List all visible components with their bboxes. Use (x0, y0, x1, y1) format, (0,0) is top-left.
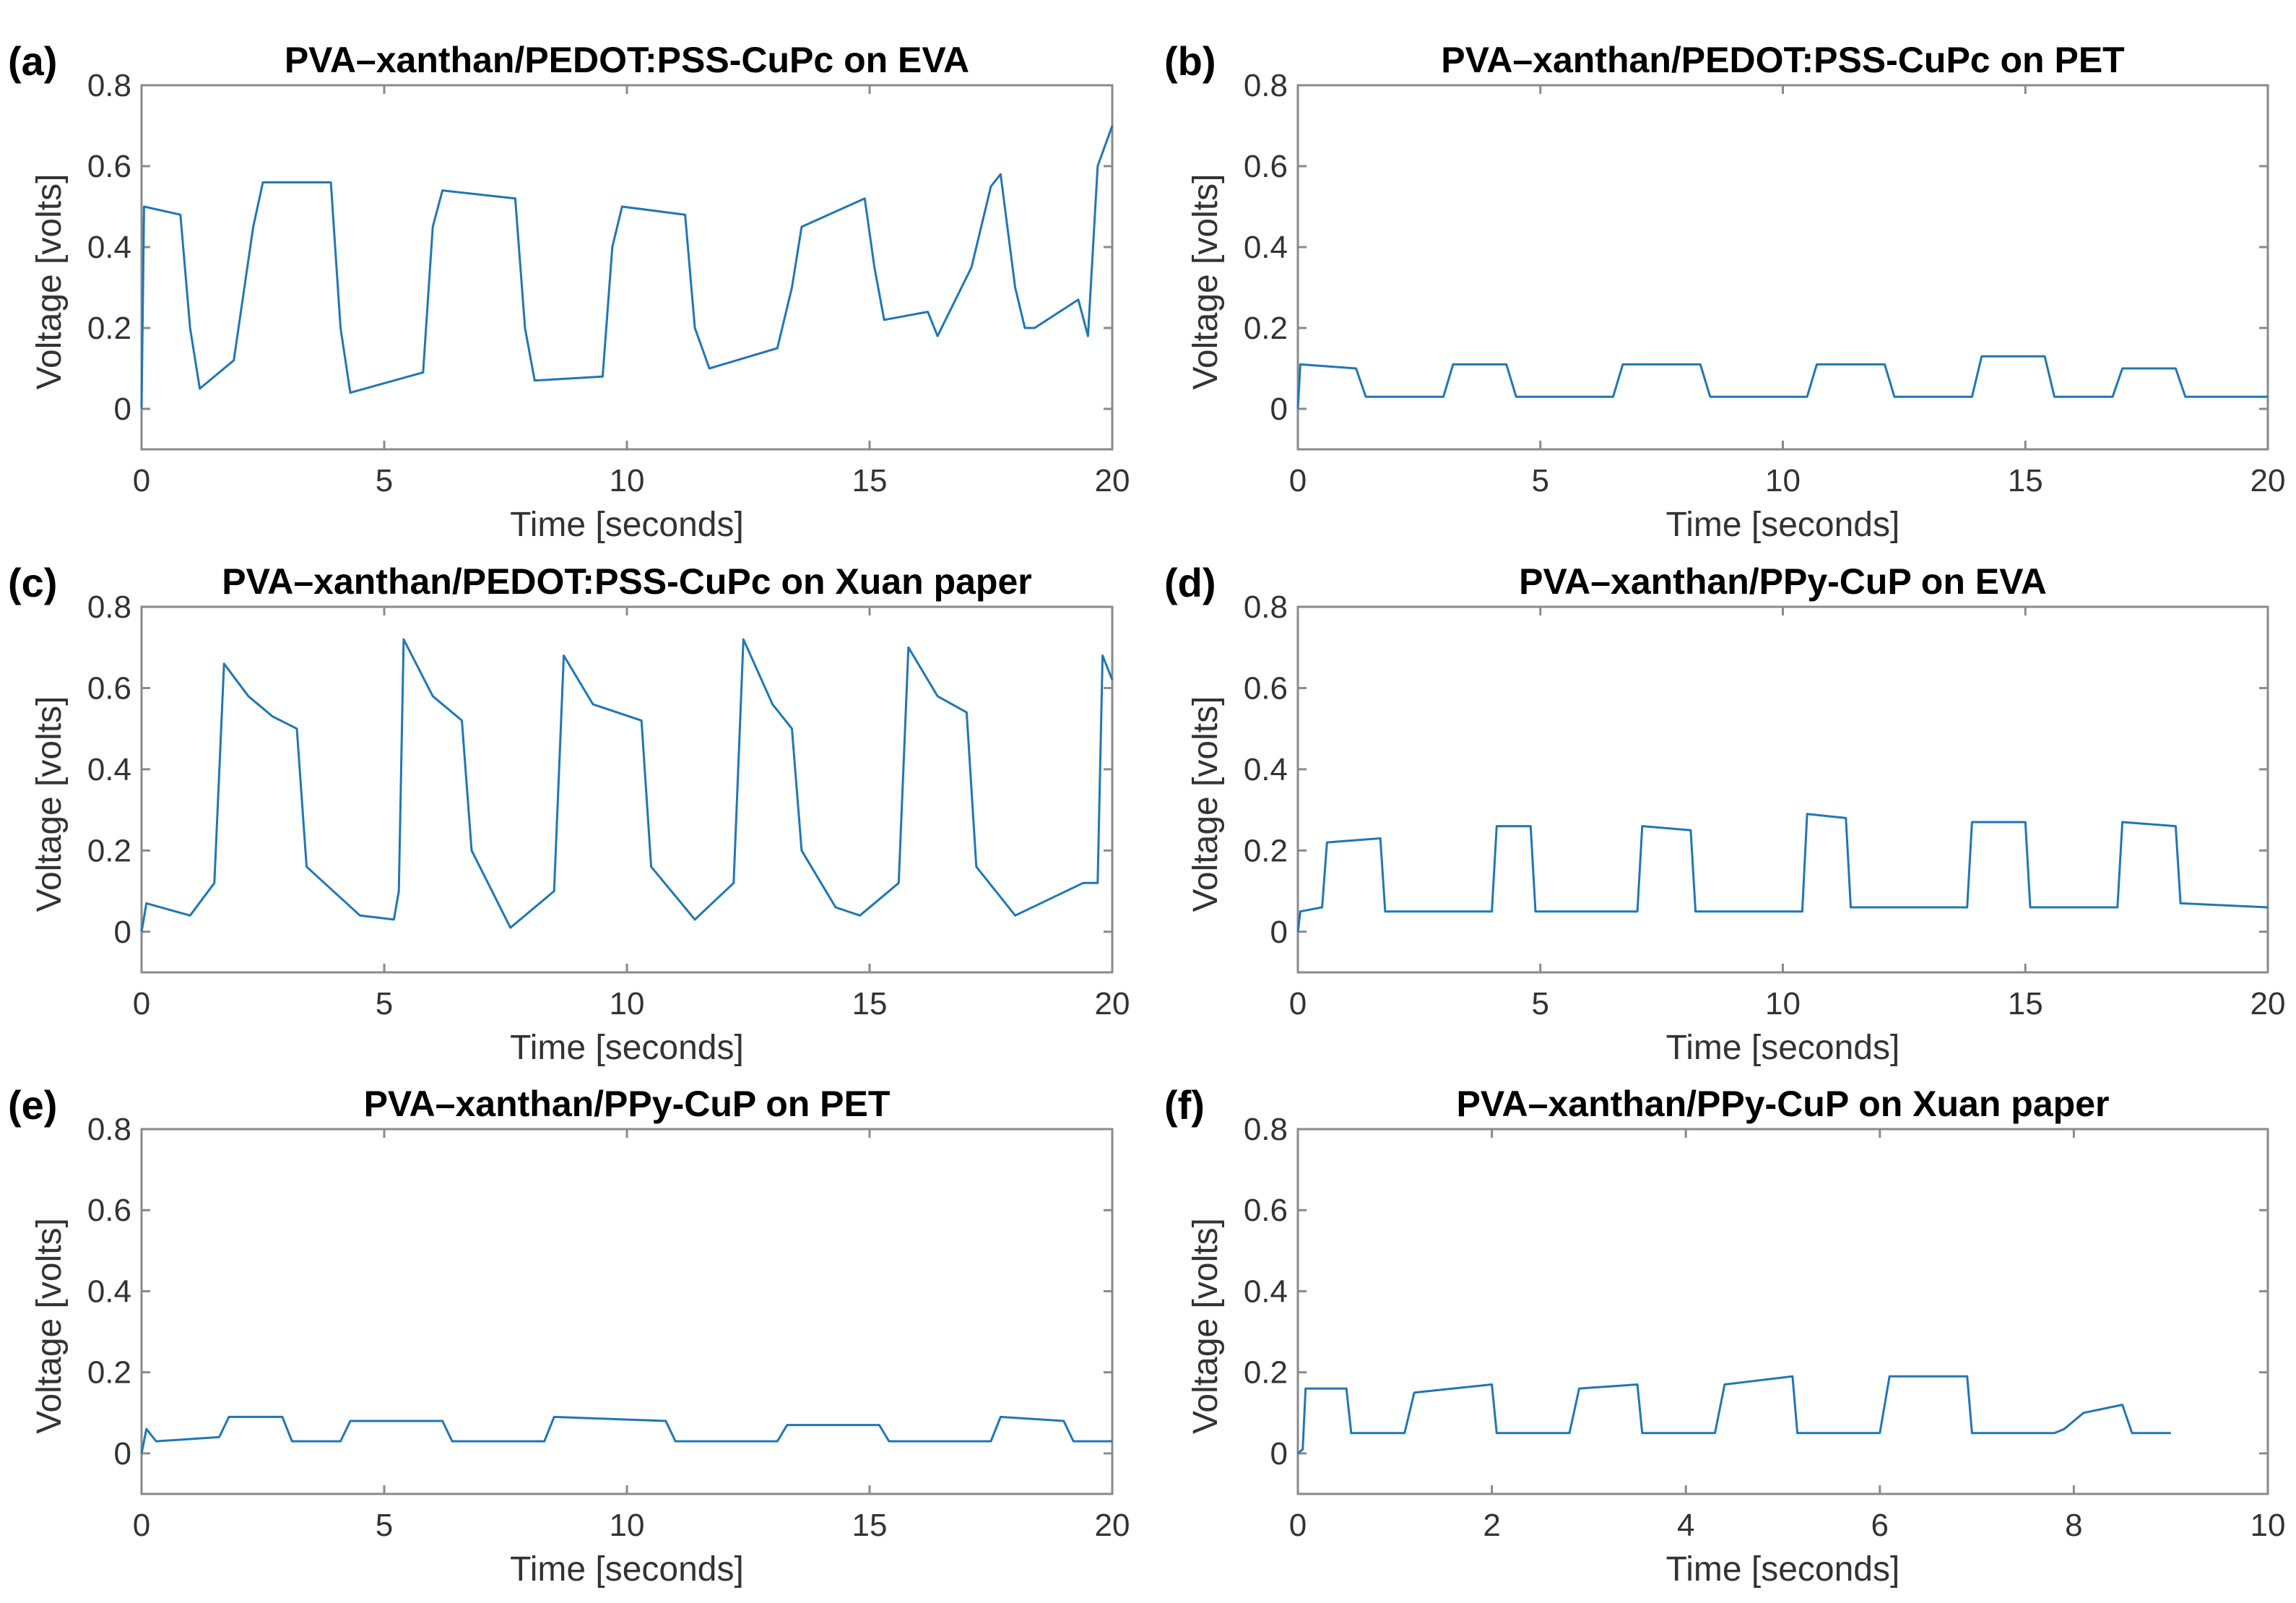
panel-d-ytick-label: 0.6 (1244, 670, 1288, 706)
panel-f-ytick-label: 0 (1270, 1436, 1288, 1472)
panel-b-xtick-label: 10 (1765, 463, 1801, 498)
panel-f-xtick-label: 10 (2250, 1508, 2286, 1543)
panel-f-ytick-label: 0.4 (1244, 1274, 1288, 1309)
panel-f-ylabel: Voltage [volts] (1187, 1218, 1225, 1434)
panel-a-series-voltage (140, 125, 1114, 410)
panel-c-axes-box (140, 605, 1114, 974)
panel-e-ylabel: Voltage [volts] (30, 1218, 69, 1434)
panel-a-ytick-label: 0.8 (87, 68, 131, 103)
panel-e-title: PVA–xanthan/PPy-CuP on PET (364, 1084, 891, 1124)
panel-a-ylabel: Voltage [volts] (30, 174, 69, 390)
panel-a-ytick-label: 0.6 (87, 149, 131, 184)
panel-b-xtick-label: 15 (2008, 463, 2043, 498)
panel-a-axes-box (140, 84, 1114, 451)
panel-a-xtick-label: 20 (1095, 463, 1130, 498)
panel-c-xtick-label: 0 (133, 986, 150, 1021)
panel-e-ytick-label: 0.2 (87, 1355, 131, 1391)
panel-b-ytick-label: 0.2 (1244, 311, 1288, 346)
panel-a-ytick-label: 0 (114, 392, 131, 427)
panel-e-panel-label: (e) (8, 1082, 57, 1128)
panel-f-xtick-label: 6 (1871, 1508, 1889, 1543)
panel-a-title: PVA–xanthan/PEDOT:PSS-CuPc on EVA (285, 40, 969, 80)
panel-f-series-voltage (1297, 1375, 2171, 1455)
panel-a-panel-label: (a) (8, 38, 57, 84)
panel-f-ytick-label: 0.8 (1244, 1112, 1288, 1147)
panel-f-xlabel: Time [seconds] (1666, 1550, 1900, 1589)
panel-c-ytick-label: 0.8 (87, 589, 131, 625)
panel-e-xtick-label: 10 (610, 1508, 645, 1543)
panel-d-panel-label: (d) (1164, 560, 1216, 605)
panel-c-ytick-label: 0 (114, 915, 131, 950)
panel-b-panel-label: (b) (1164, 38, 1216, 84)
panel-b-ytick-label: 0.8 (1244, 68, 1288, 103)
panel-e-xtick-label: 20 (1095, 1508, 1130, 1543)
panel-e-xtick-label: 5 (376, 1508, 393, 1543)
panel-b-ytick-label: 0.6 (1244, 149, 1288, 184)
panel-a-xtick-label: 10 (610, 463, 645, 498)
panel-d-ytick-label: 0 (1270, 915, 1288, 950)
panel-a-xtick-label: 15 (852, 463, 888, 498)
panel-b-title: PVA–xanthan/PEDOT:PSS-CuPc on PET (1441, 40, 2124, 80)
panel-e-ytick-label: 0.8 (87, 1112, 131, 1147)
panel-a-ytick-label: 0.4 (87, 230, 131, 265)
panel-d-axes-box (1296, 605, 2269, 974)
panel-d-ylabel: Voltage [volts] (1187, 696, 1225, 912)
panel-e-ytick-label: 0.4 (87, 1274, 131, 1309)
panel-d-title: PVA–xanthan/PPy-CuP on EVA (1519, 561, 2047, 602)
panel-d-ytick-label: 0.8 (1244, 589, 1288, 625)
panel-c-xlabel: Time [seconds] (510, 1029, 744, 1067)
panel-e-axes-box (140, 1128, 1114, 1495)
panel-f-xtick-label: 8 (2065, 1508, 2082, 1543)
panel-f-panel-label: (f) (1164, 1082, 1205, 1128)
panel-f-title: PVA–xanthan/PPy-CuP on Xuan paper (1457, 1084, 2110, 1124)
panel-e-xtick-label: 0 (133, 1508, 150, 1543)
panel-a-xlabel: Time [seconds] (510, 506, 744, 544)
panel-b-series-voltage (1296, 355, 2268, 410)
panel-e-xtick-label: 15 (852, 1508, 888, 1543)
panel-d-xtick-label: 0 (1289, 986, 1307, 1021)
panel-a-xtick-label: 0 (133, 463, 150, 498)
panel-c-ytick-label: 0.2 (87, 833, 131, 868)
panel-d-xtick-label: 15 (2008, 986, 2043, 1021)
panel-e-ytick-label: 0 (114, 1436, 131, 1472)
panel-c-xtick-label: 15 (852, 986, 888, 1021)
panel-c-title: PVA–xanthan/PEDOT:PSS-CuPc on Xuan paper (222, 561, 1032, 602)
panel-f-ytick-label: 0.2 (1244, 1355, 1288, 1391)
panel-c-ytick-label: 0.6 (87, 670, 131, 706)
panel-d-series-voltage (1296, 813, 2269, 932)
panel-f-ytick-label: 0.6 (1244, 1193, 1288, 1228)
panel-c-xtick-label: 5 (376, 986, 393, 1021)
panel-b-ytick-label: 0 (1270, 392, 1288, 427)
panel-b-xlabel: Time [seconds] (1666, 506, 1900, 544)
panel-b-ytick-label: 0.4 (1244, 230, 1288, 265)
panel-f-xtick-label: 2 (1483, 1508, 1500, 1543)
panel-b-xtick-label: 5 (1532, 463, 1549, 498)
panel-e-xlabel: Time [seconds] (510, 1550, 744, 1589)
panel-c-ytick-label: 0.4 (87, 752, 131, 787)
panel-d-xlabel: Time [seconds] (1666, 1029, 1900, 1067)
panel-c-ylabel: Voltage [volts] (30, 696, 69, 912)
panel-c-panel-label: (c) (8, 560, 57, 605)
panel-d-xtick-label: 10 (1765, 986, 1801, 1021)
panel-c-xtick-label: 20 (1095, 986, 1130, 1021)
panel-e-ytick-label: 0.6 (87, 1193, 131, 1228)
panel-b-ylabel: Voltage [volts] (1187, 174, 1225, 390)
panel-d-xtick-label: 20 (2250, 986, 2286, 1021)
panel-d-xtick-label: 5 (1532, 986, 1549, 1021)
panel-d-ytick-label: 0.4 (1244, 752, 1288, 787)
panel-b-xtick-label: 0 (1289, 463, 1307, 498)
panel-d-ytick-label: 0.2 (1244, 833, 1288, 868)
panel-b-xtick-label: 20 (2250, 463, 2286, 498)
panel-a-xtick-label: 5 (376, 463, 393, 498)
panel-c-series-voltage (140, 638, 1114, 933)
panel-f-xtick-label: 4 (1677, 1508, 1694, 1543)
panel-f-xtick-label: 0 (1289, 1508, 1307, 1543)
panel-f-axes-box (1296, 1128, 2269, 1495)
panel-c-xtick-label: 10 (610, 986, 645, 1021)
panel-a-ytick-label: 0.2 (87, 311, 131, 346)
panel-e-series-voltage (140, 1415, 1112, 1454)
